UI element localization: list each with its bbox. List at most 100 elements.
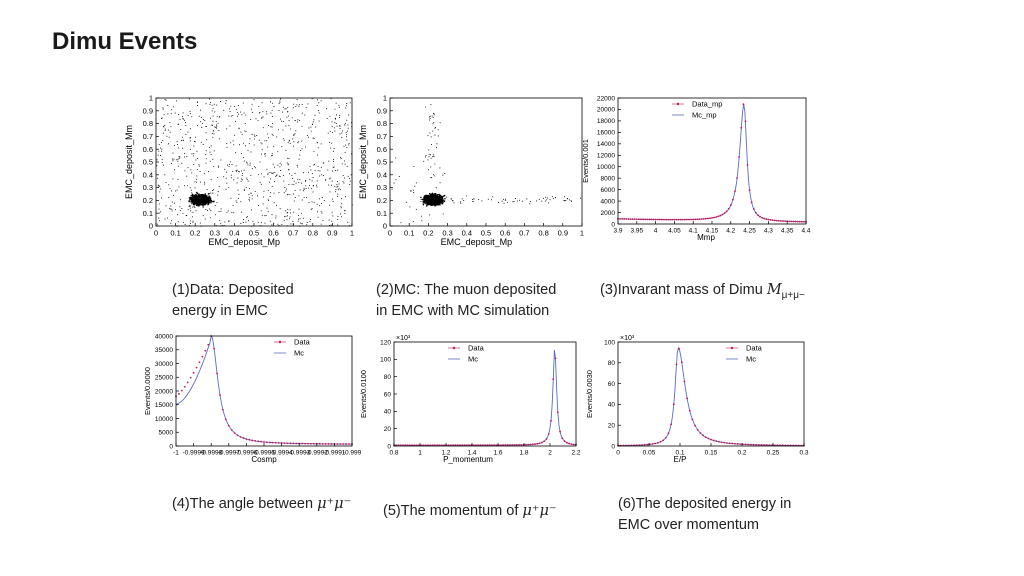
scatter-point xyxy=(195,200,197,203)
scatter-point xyxy=(346,136,347,138)
scatter-point xyxy=(192,221,194,223)
scatter-point xyxy=(306,224,308,226)
scatter-point xyxy=(273,106,275,108)
legend-data-label: Data xyxy=(746,344,763,353)
scatter-point xyxy=(174,169,175,171)
scatter-point xyxy=(169,207,171,209)
scatter-point xyxy=(190,196,192,199)
scatter-point xyxy=(395,157,397,159)
scatter-point xyxy=(292,220,294,222)
angle-plot: -1 -0.9999 -0.9998 -0.9997 -0.9996 -0.9995 -0.… xyxy=(142,330,362,470)
scatter-point xyxy=(452,200,454,202)
scatter-point xyxy=(451,200,453,202)
scatter-point xyxy=(243,160,245,162)
scatter-point xyxy=(218,185,220,187)
scatter-point xyxy=(345,131,347,133)
data-point xyxy=(788,220,791,223)
scatter-point xyxy=(316,186,318,188)
x-tick-label: 1.4 xyxy=(467,450,476,457)
data-point xyxy=(686,218,688,221)
data-point xyxy=(301,442,304,445)
scatter-point xyxy=(199,200,201,203)
caption-1-line1: (1)Data: Deposited xyxy=(172,282,294,298)
scatter-point xyxy=(206,189,208,190)
scatter-point xyxy=(424,197,426,199)
y-tick-label: 0.9 xyxy=(377,106,387,115)
scatter-point xyxy=(312,177,314,179)
scatter-point xyxy=(337,193,339,195)
scatter-point xyxy=(317,216,319,218)
scatter-point xyxy=(194,200,197,202)
scatter-point xyxy=(279,162,281,164)
y-tick-label: 10000 xyxy=(155,416,173,423)
scatter-point xyxy=(338,104,340,106)
scatter-point xyxy=(270,112,272,114)
x-tick-label: -0.9992 xyxy=(306,450,328,457)
scatter-point xyxy=(159,191,161,193)
scatter-point xyxy=(543,197,545,199)
scatter-point xyxy=(428,156,430,158)
data-point xyxy=(540,441,543,444)
scatter-point xyxy=(296,121,298,123)
scatter-point xyxy=(259,161,261,163)
scatter-point xyxy=(189,137,191,139)
data-point xyxy=(531,443,534,446)
x-tick-label: 0.6 xyxy=(268,229,278,238)
scatter-point xyxy=(191,201,194,203)
scatter-point xyxy=(167,129,169,131)
scatter-point xyxy=(205,126,207,127)
scatter-point xyxy=(487,198,489,200)
scatter-point xyxy=(281,223,283,225)
scatter-point xyxy=(246,177,248,179)
scatter-point xyxy=(160,155,161,156)
scatter-point xyxy=(309,221,311,223)
scatter-point xyxy=(246,216,248,218)
scatter-point xyxy=(170,126,172,128)
data-point xyxy=(702,217,705,220)
x-tick-label: 0.9 xyxy=(327,229,337,238)
scatter-point xyxy=(393,182,395,184)
scatter-point xyxy=(267,172,269,174)
scatter-point xyxy=(288,184,290,185)
scatter-point xyxy=(248,199,250,200)
scatter-point xyxy=(199,222,201,224)
scatter-point xyxy=(198,193,200,195)
scatter-point xyxy=(420,215,422,217)
data-point xyxy=(640,218,642,221)
scatter-point xyxy=(241,211,243,213)
data-point xyxy=(754,211,757,214)
scatter-point xyxy=(242,221,244,223)
scatter-point xyxy=(304,114,306,116)
scatter-point xyxy=(202,201,205,203)
scatter-point xyxy=(237,189,239,191)
y-tick-label: 15000 xyxy=(155,402,173,409)
data-point xyxy=(700,218,703,220)
data-point xyxy=(659,440,662,443)
scatter-point xyxy=(555,197,556,199)
data-point xyxy=(236,434,239,437)
scatter-point xyxy=(425,155,427,156)
scatter-point xyxy=(327,169,329,171)
scatter-point xyxy=(243,142,244,144)
x-tick-label: 4.1 xyxy=(689,228,698,235)
scatter-point xyxy=(162,108,164,110)
plot-area xyxy=(390,98,582,226)
scatter-point xyxy=(251,195,253,197)
scatter-point xyxy=(190,195,192,197)
scatter-point xyxy=(450,198,452,200)
scatter-point xyxy=(223,224,225,226)
scatter-point xyxy=(434,200,437,203)
data-point xyxy=(550,419,552,422)
scatter-point xyxy=(220,159,222,161)
scatter-point xyxy=(309,166,311,168)
scatter-point xyxy=(335,117,336,119)
scatter-point xyxy=(247,180,249,182)
scatter-point xyxy=(564,200,566,202)
scatter-point xyxy=(434,163,436,165)
scatter-point xyxy=(171,220,173,222)
data-point xyxy=(330,443,333,445)
scatter-point xyxy=(286,116,288,118)
x-tick-label: -0.9993 xyxy=(288,450,310,457)
scatter-point xyxy=(244,123,246,124)
scatter-point xyxy=(181,162,183,164)
